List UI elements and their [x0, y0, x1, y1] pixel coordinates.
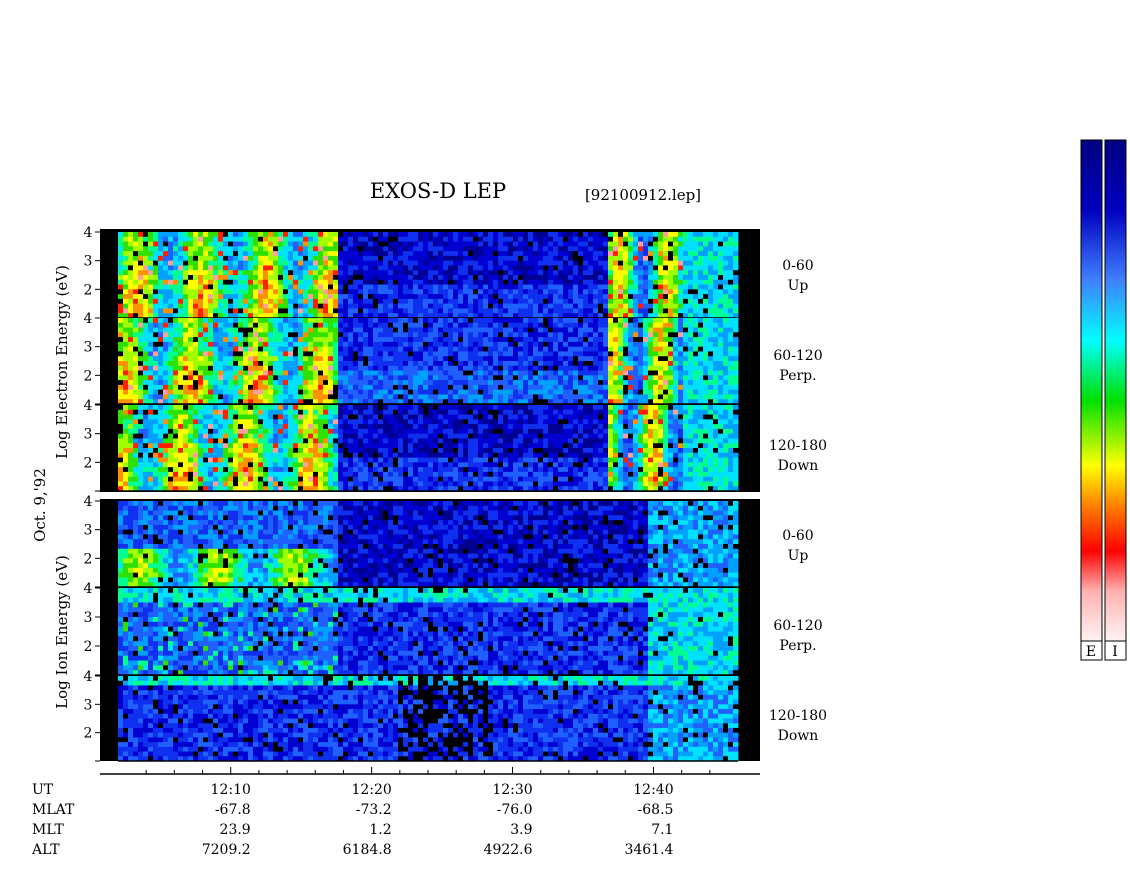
orbit-alt-value: 4922.6: [484, 842, 533, 858]
orbit-mlt-value: 3.9: [510, 822, 532, 838]
orbit-mlat-value: -76.0: [497, 802, 533, 818]
panel-electron-2: [118, 405, 739, 492]
panel-direction-label: Up: [788, 548, 809, 564]
orbit-ut-value: 12:10: [211, 782, 251, 798]
orbit-alt-value: 7209.2: [202, 842, 251, 858]
colorbar-electron: [1080, 139, 1103, 642]
orbit-table: UT MLAT MLT ALT 12:10 12:20 12:30 12:40 -67.8 -73…: [31, 782, 674, 858]
orbit-row-label: MLAT: [32, 802, 75, 818]
orbit-row-label: MLT: [32, 822, 64, 838]
chart-title: EXOS-D LEP: [370, 179, 506, 203]
orbit-ut-value: 12:20: [351, 782, 391, 798]
orbit-mlt-value: 1.2: [369, 822, 391, 838]
panel-pitch-angle-label: 0-60: [782, 258, 813, 274]
orbit-mlat-value: -73.2: [356, 802, 392, 818]
colorbar-ion: [1104, 139, 1127, 642]
orbit-mlat-value: -68.5: [638, 802, 674, 818]
panel-pitch-angle-label: 60-120: [773, 348, 822, 364]
y-tick-label: 4: [84, 669, 93, 685]
y-tick-label: 2: [84, 551, 93, 567]
panel-ion-4: [118, 588, 739, 676]
orbit-alt-value: 3461.4: [624, 842, 673, 858]
y-tick-label: 3: [84, 610, 93, 626]
panel-direction-label: Perp.: [779, 368, 816, 384]
orbit-alt-value: 6184.8: [343, 842, 392, 858]
y-tick-labels: 2 3 4 2 3 4 2 3 4 2 3 4 2 3 4 2 3 4: [84, 225, 100, 762]
y-tick-label: 3: [84, 427, 93, 443]
y-tick-label: 3: [84, 697, 93, 713]
panel-pitch-angle-label: 120-180: [769, 438, 827, 454]
panel-direction-label: Down: [778, 728, 819, 744]
orbit-ut-value: 12:40: [633, 782, 673, 798]
y-tick-label: 3: [84, 340, 93, 356]
orbit-ut-value: 12:30: [492, 782, 532, 798]
orbit-row-label: ALT: [31, 842, 60, 858]
orbit-mlt-value: 7.1: [651, 822, 673, 838]
y-tick-label: 2: [84, 282, 93, 298]
y-tick-label: 4: [84, 398, 93, 414]
y-tick-label: 2: [84, 455, 93, 471]
y-tick-label: 3: [84, 523, 93, 539]
orbit-mlt-value: 23.9: [220, 822, 251, 838]
orbit-row-label: UT: [32, 782, 54, 798]
panel-pitch-angle-label: 120-180: [769, 708, 827, 724]
y-tick-label: 3: [84, 254, 93, 270]
panel-pitch-angle-label: 60-120: [773, 618, 822, 634]
panel-pitch-angle-label: 0-60: [782, 528, 813, 544]
panel-electron-0: [118, 232, 739, 319]
y-tick-label: 2: [84, 726, 93, 742]
panel-direction-label: Up: [788, 278, 809, 294]
panel-electron-1: [118, 318, 739, 405]
colorbar-label-ion: I: [1112, 644, 1118, 660]
panel-side-labels: 0-60 Up 60-120 Perp. 120-180 Down 0-60 Up 60-120…: [769, 258, 827, 744]
panel-direction-label: Down: [778, 458, 819, 474]
y-tick-label: 4: [84, 225, 93, 241]
date-label: Oct. 9,'92: [31, 468, 49, 542]
panel-ion-5: [118, 676, 739, 762]
y-tick-label: 4: [84, 311, 93, 327]
spectrogram-panels: [97, 229, 763, 762]
orbit-mlat-value: -67.8: [215, 802, 251, 818]
electron-axis-label: Log Electron Energy (eV): [53, 265, 71, 459]
y-tick-label: 4: [84, 494, 93, 510]
colorbar: E I: [1080, 139, 1127, 661]
panel-ion-3: [118, 501, 739, 588]
y-tick-label: 2: [84, 639, 93, 655]
ion-axis-label: Log Ion Energy (eV): [53, 555, 71, 709]
y-tick-label: 2: [84, 368, 93, 384]
panel-direction-label: Perp.: [779, 638, 816, 654]
y-tick-label: 4: [84, 581, 93, 597]
file-label: [92100912.lep]: [585, 186, 701, 204]
colorbar-label-electron: E: [1086, 644, 1096, 660]
time-axis: [100, 767, 760, 775]
